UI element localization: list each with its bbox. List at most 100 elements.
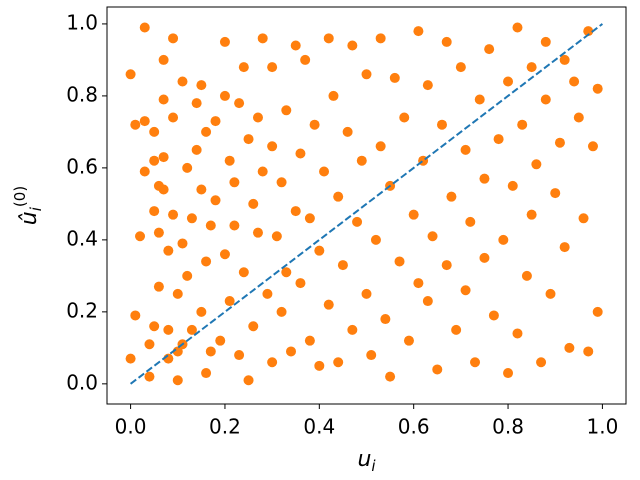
point (427, 231, 438, 242)
y-axis-label: ûi(0) (11, 186, 45, 225)
point (592, 306, 603, 317)
point (234, 350, 245, 361)
point (267, 141, 278, 152)
point (484, 44, 495, 55)
point (342, 126, 353, 137)
point (267, 357, 278, 368)
point (309, 119, 320, 130)
point (403, 335, 414, 346)
point (380, 314, 391, 325)
point (333, 191, 344, 202)
point (451, 324, 462, 335)
point (488, 310, 499, 321)
point (177, 76, 188, 87)
x-tick-label: 0.8 (492, 415, 524, 439)
point (564, 342, 575, 353)
y-label-base: û (17, 211, 42, 225)
point (521, 270, 532, 281)
point (550, 188, 561, 199)
point (196, 184, 207, 195)
point (182, 162, 193, 173)
point (465, 216, 476, 227)
point (286, 346, 297, 357)
point (347, 40, 358, 51)
point (474, 94, 485, 105)
point (460, 285, 471, 296)
point (168, 33, 179, 44)
point (182, 270, 193, 281)
point (248, 321, 259, 332)
x-axis-label: ui (357, 447, 376, 475)
point (498, 234, 509, 245)
point (337, 260, 348, 271)
point (139, 116, 150, 127)
point (441, 36, 452, 47)
point (323, 33, 334, 44)
point (130, 119, 141, 130)
point (139, 166, 150, 177)
point (361, 69, 372, 80)
point (215, 335, 226, 346)
point (319, 166, 330, 177)
x-tick-label: 1.0 (587, 415, 619, 439)
point (366, 350, 377, 361)
point (158, 54, 169, 65)
point (493, 134, 504, 145)
point (295, 148, 306, 159)
point (149, 206, 160, 217)
point (569, 76, 580, 87)
point (186, 213, 197, 224)
point (276, 177, 287, 188)
point (531, 159, 542, 170)
point (130, 310, 141, 321)
point (446, 191, 457, 202)
point (536, 357, 547, 368)
point (149, 155, 160, 166)
point (408, 209, 419, 220)
point (554, 137, 565, 148)
point (375, 141, 386, 152)
point (238, 267, 249, 278)
y-tick-label: 0.8 (66, 82, 98, 106)
point (370, 234, 381, 245)
point (177, 238, 188, 249)
point (432, 364, 443, 375)
point (196, 80, 207, 91)
point (304, 213, 315, 224)
point (314, 245, 325, 256)
point (238, 62, 249, 73)
point (526, 62, 537, 73)
y-label-sub: i (27, 206, 45, 211)
point (333, 357, 344, 368)
point (144, 339, 155, 350)
point (328, 90, 339, 101)
point (352, 216, 363, 227)
x-tick-label: 0.0 (115, 415, 147, 439)
y-tick-label: 0.4 (66, 226, 98, 250)
point (168, 112, 179, 123)
point (526, 209, 537, 220)
point (559, 54, 570, 65)
x-tick-label: 0.6 (398, 415, 430, 439)
y-tick-label: 0.6 (66, 154, 98, 178)
point (512, 328, 523, 339)
point (300, 54, 311, 65)
point (304, 335, 315, 346)
point (267, 62, 278, 73)
point (144, 371, 155, 382)
point (583, 346, 594, 357)
point (210, 195, 221, 206)
point (186, 324, 197, 335)
y-label-sup: (0) (11, 186, 29, 207)
plot-frame (106, 6, 627, 405)
y-tick-label: 0.0 (66, 370, 98, 394)
point (210, 116, 221, 127)
point (479, 173, 490, 184)
point (224, 155, 235, 166)
point (191, 98, 202, 109)
point (139, 22, 150, 33)
point (163, 245, 174, 256)
point (243, 375, 254, 386)
point (153, 227, 164, 238)
